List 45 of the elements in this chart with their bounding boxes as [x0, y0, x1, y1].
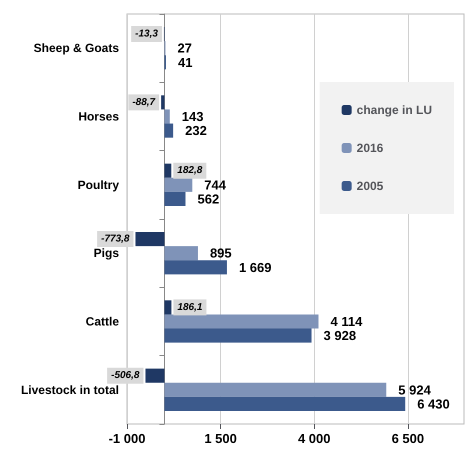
data-label: 186,1 [177, 302, 203, 313]
data-label: 41 [178, 54, 192, 70]
y-tick-label: Horses [78, 110, 120, 124]
data-label: 182,8 [177, 165, 203, 176]
data-label: 5 924 [398, 382, 432, 398]
data-label: -13,3 [135, 28, 158, 40]
bar [164, 246, 198, 260]
y-tick-label: Poultry [78, 178, 120, 192]
bar [164, 396, 406, 412]
legend-label: change in LU [356, 103, 432, 117]
bar [164, 192, 186, 206]
bar [161, 95, 164, 110]
data-label: 3 928 [324, 328, 356, 344]
bar [164, 382, 386, 397]
bar [164, 260, 227, 274]
bar [164, 314, 318, 329]
data-label: 562 [197, 191, 220, 206]
data-label: 895 [210, 246, 232, 261]
y-tick-label: Pigs [94, 246, 120, 260]
x-tick-label: -1 000 [108, 431, 146, 446]
x-tick-label: 6 500 [392, 431, 424, 446]
data-label: -506,8 [111, 370, 140, 382]
bar [135, 232, 164, 246]
y-tick-label: Livestock in total [20, 382, 119, 397]
bar [164, 109, 170, 124]
bar [164, 328, 312, 343]
data-label: 744 [204, 177, 227, 192]
y-tick-label: Sheep & Goats [34, 41, 120, 56]
bar [164, 300, 172, 314]
data-label: 27 [177, 40, 192, 56]
data-label: -773,8 [101, 234, 130, 245]
x-tick-label: 4 000 [298, 431, 330, 446]
y-tick-label: Cattle [86, 314, 120, 328]
legend-label: 2005 [356, 179, 384, 193]
bar [164, 164, 172, 178]
x-tick-label: 1 500 [204, 431, 237, 446]
data-label: 1 669 [238, 260, 272, 275]
bar [164, 124, 174, 138]
data-label: 232 [185, 123, 207, 138]
bar [145, 368, 164, 383]
data-label: -88,7 [132, 96, 156, 108]
data-label: 4 114 [330, 314, 364, 329]
legend-label: 2016 [356, 141, 384, 155]
data-label: 143 [182, 109, 204, 124]
data-label: 6 430 [417, 396, 450, 412]
